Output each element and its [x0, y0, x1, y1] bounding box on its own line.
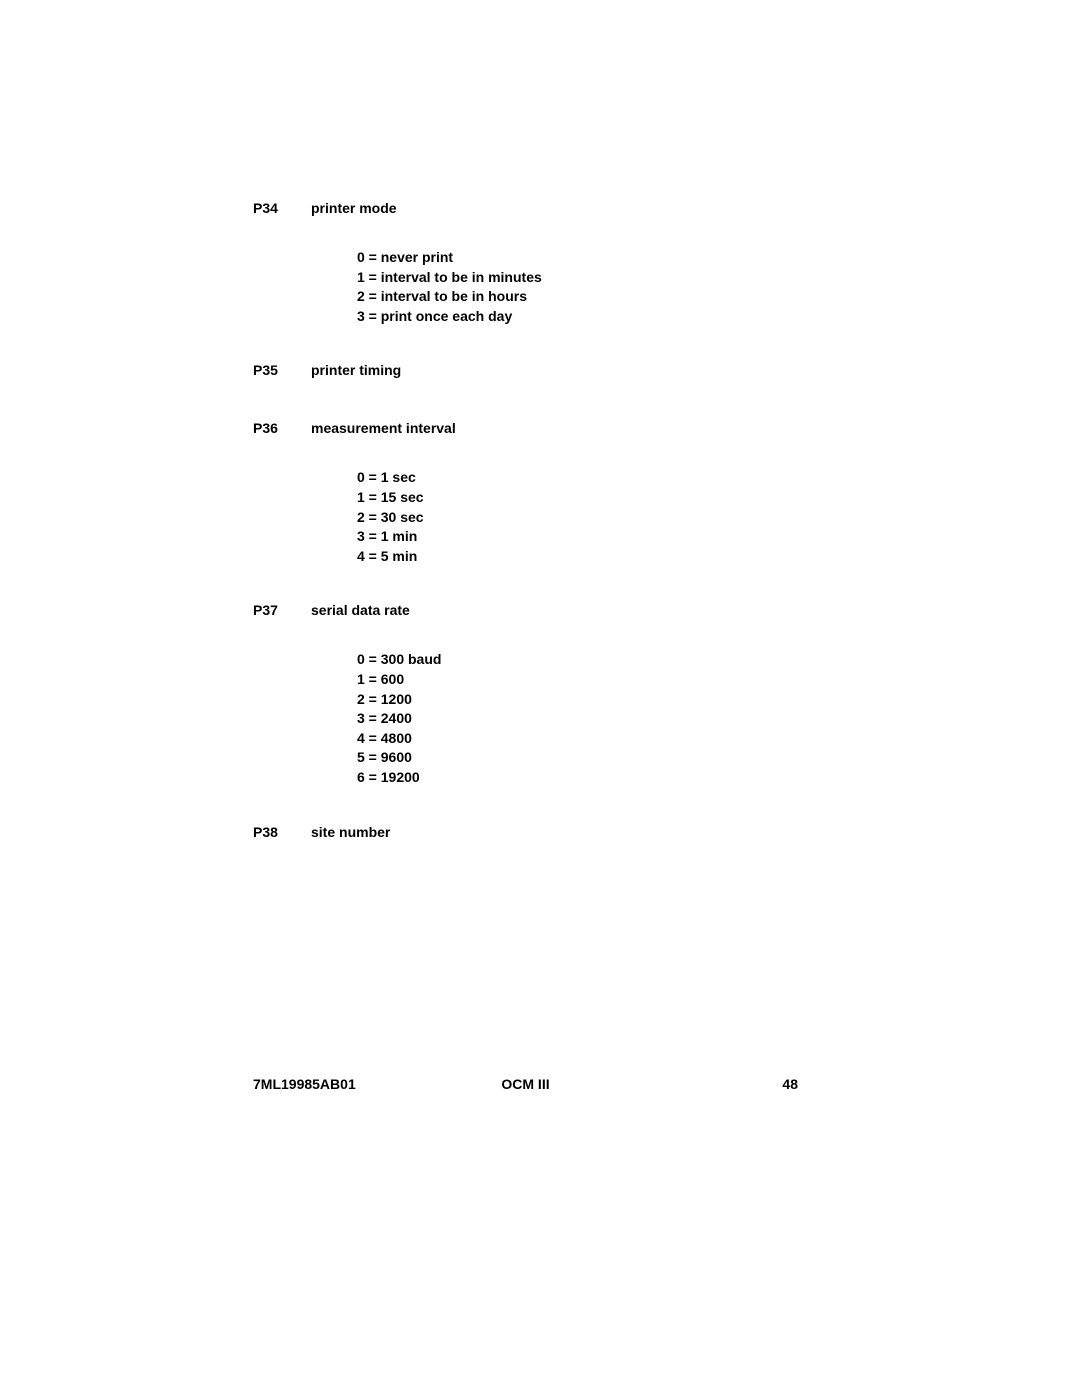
param-options-p37: 0 = 300 baud 1 = 600 2 = 1200 3 = 2400 4…: [357, 650, 853, 787]
footer-doc-id: 7ML19985AB01: [253, 1076, 356, 1092]
option-line: 2 = 30 sec: [357, 508, 853, 528]
param-code: P34: [253, 200, 311, 216]
footer-page-number: 48: [782, 1076, 798, 1092]
option-line: 1 = 15 sec: [357, 488, 853, 508]
param-title: measurement interval: [311, 420, 456, 436]
param-code: P36: [253, 420, 311, 436]
option-line: 3 = 1 min: [357, 527, 853, 547]
param-options-p36: 0 = 1 sec 1 = 15 sec 2 = 30 sec 3 = 1 mi…: [357, 468, 853, 566]
param-code: P37: [253, 602, 311, 618]
option-line: 2 = 1200: [357, 690, 853, 710]
page-footer: 7ML19985AB01 OCM III 48: [253, 1076, 798, 1092]
option-line: 0 = 300 baud: [357, 650, 853, 670]
param-row-p34: P34 printer mode: [253, 200, 853, 216]
option-line: 4 = 4800: [357, 729, 853, 749]
param-title: site number: [311, 824, 390, 840]
option-line: 1 = interval to be in minutes: [357, 268, 853, 288]
param-row-p36: P36 measurement interval: [253, 420, 853, 436]
param-title: serial data rate: [311, 602, 410, 618]
param-options-p34: 0 = never print 1 = interval to be in mi…: [357, 248, 853, 326]
param-title: printer mode: [311, 200, 397, 216]
option-line: 6 = 19200: [357, 768, 853, 788]
option-line: 3 = 2400: [357, 709, 853, 729]
param-code: P38: [253, 824, 311, 840]
param-row-p37: P37 serial data rate: [253, 602, 853, 618]
option-line: 0 = 1 sec: [357, 468, 853, 488]
option-line: 5 = 9600: [357, 748, 853, 768]
option-line: 3 = print once each day: [357, 307, 853, 327]
option-line: 4 = 5 min: [357, 547, 853, 567]
option-line: 1 = 600: [357, 670, 853, 690]
param-title: printer timing: [311, 362, 401, 378]
param-code: P35: [253, 362, 311, 378]
parameter-list: P34 printer mode 0 = never print 1 = int…: [253, 200, 853, 846]
param-row-p35: P35 printer timing: [253, 362, 853, 378]
option-line: 0 = never print: [357, 248, 853, 268]
option-line: 2 = interval to be in hours: [357, 287, 853, 307]
footer-doc-title: OCM III: [501, 1076, 549, 1092]
param-row-p38: P38 site number: [253, 824, 853, 840]
